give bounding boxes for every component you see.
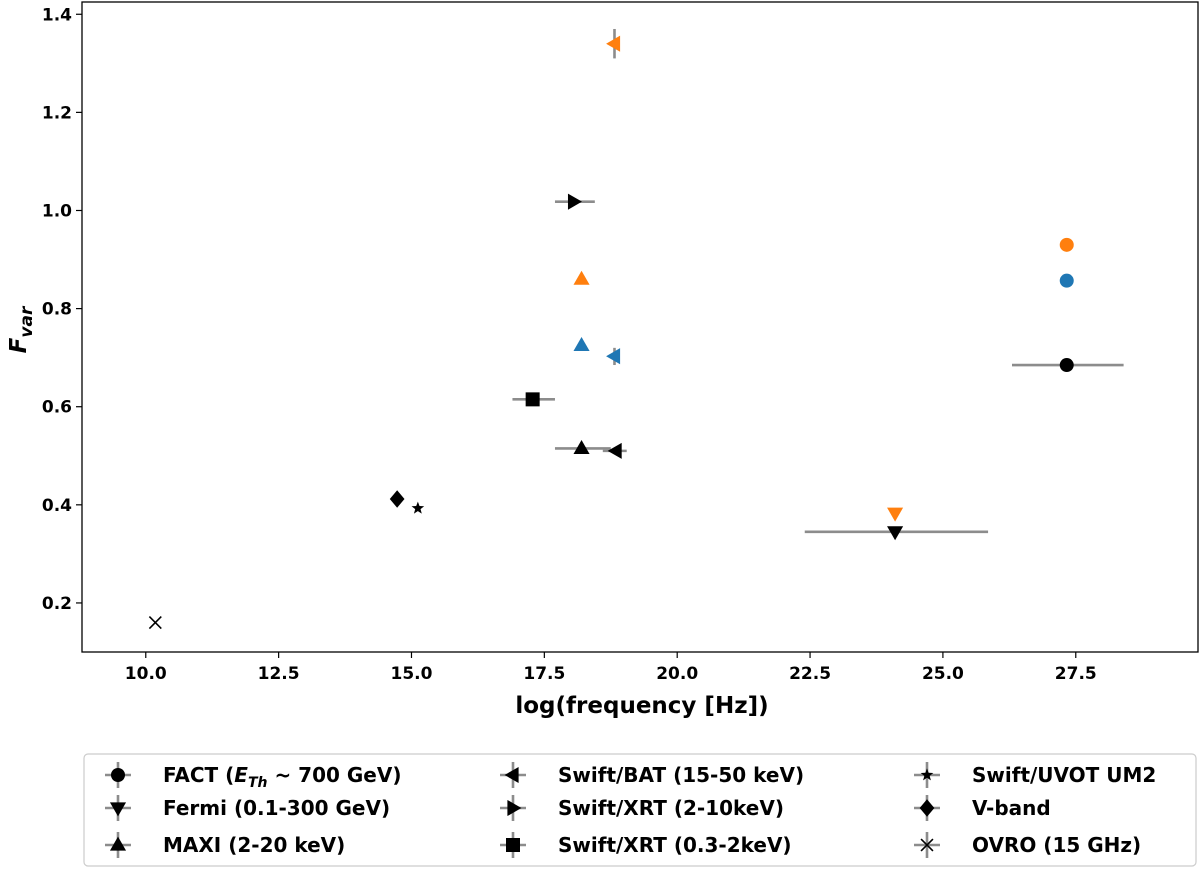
legend-label: Swift/UVOT UM2: [972, 763, 1156, 787]
legend-marker: [111, 768, 125, 782]
legend-marker: [507, 799, 522, 817]
legend-marker: [109, 802, 127, 817]
data-marks: [148, 28, 1124, 630]
legend-marker: [920, 768, 934, 781]
x-tick-label: 27.5: [1055, 664, 1097, 684]
legend-label: OVRO (15 GHz): [972, 833, 1141, 857]
x-tick-label: 22.5: [789, 664, 831, 684]
x-tick-label: 12.5: [258, 664, 300, 684]
legend-label: V-band: [972, 796, 1051, 820]
data-point: [573, 336, 590, 351]
data-point: [1059, 358, 1074, 373]
data-point: [1059, 237, 1074, 252]
legend-marker: [920, 838, 934, 852]
y-tick-label: 0.6: [42, 398, 72, 418]
legend-label: Swift/XRT (0.3-2keV): [558, 833, 792, 857]
legend-label: FACT (ETh ~ 700 GeV): [163, 763, 401, 791]
legend-label: Swift/BAT (15-50 keV): [558, 763, 804, 787]
data-point: [567, 193, 582, 210]
data-point: [411, 501, 425, 514]
data-point: [573, 270, 590, 285]
legend-label: Swift/XRT (2-10keV): [558, 796, 784, 820]
plot-frame: [81, 1, 1199, 653]
data-point: [606, 35, 621, 52]
y-axis-title: Fvar: [6, 305, 37, 353]
data-point: [607, 442, 622, 459]
x-tick-label: 10.0: [125, 664, 167, 684]
x-tick-label: 25.0: [922, 664, 964, 684]
y-tick-label: 0.2: [42, 594, 72, 614]
data-point: [606, 348, 621, 365]
data-point: [389, 490, 405, 508]
y-tick-label: 1.0: [42, 201, 72, 221]
data-point: [1059, 273, 1074, 288]
legend-marker: [109, 836, 127, 851]
legend-label: Fermi (0.1-300 GeV): [163, 796, 390, 820]
legend-marker: [504, 766, 519, 784]
data-point: [525, 392, 540, 407]
data-point: [887, 507, 904, 522]
x-axis-title: log(frequency [Hz]): [515, 693, 768, 719]
data-point: [573, 440, 590, 455]
y-axis: 0.2 0.4 0.6 0.8 1.0 1.2 1.4: [42, 5, 82, 614]
data-point: [887, 526, 904, 541]
y-tick-label: 1.2: [42, 103, 72, 123]
legend-marker: [919, 799, 935, 817]
y-tick-label: 1.4: [42, 5, 72, 25]
x-tick-label: 20.0: [656, 664, 698, 684]
y-tick-label: 0.4: [42, 496, 72, 516]
y-tick-label: 0.8: [42, 300, 72, 320]
legend-box: [83, 753, 1197, 867]
x-tick-label: 17.5: [523, 664, 565, 684]
legend: FACT (ETh ~ 700 GeV) Fermi (0.1-300 GeV) M…: [83, 753, 1197, 867]
x-tick-label: 15.0: [391, 664, 433, 684]
data-point: [148, 616, 162, 630]
plot-area: [81, 1, 1199, 653]
legend-label: MAXI (2-20 keV): [163, 833, 345, 857]
legend-marker: [506, 838, 520, 852]
x-axis: 10.0 12.5 15.0 17.5 20.0 22.5 25.0 27.5: [125, 652, 1097, 684]
